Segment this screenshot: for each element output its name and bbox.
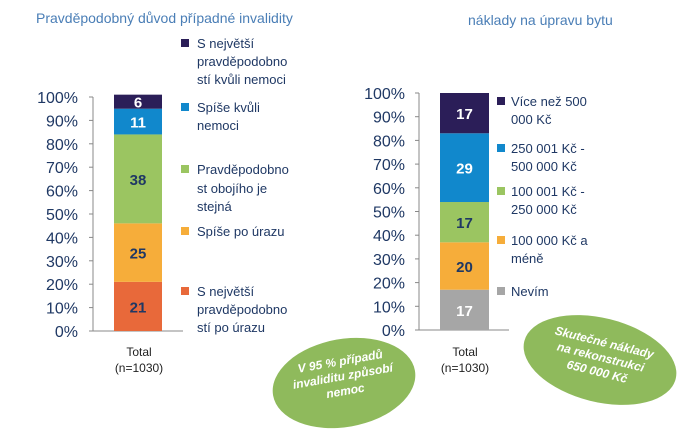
y-tick-label: 30%: [46, 254, 78, 271]
y-tick-label: 0%: [382, 323, 405, 340]
legend-swatch: [181, 165, 189, 173]
y-tick-label: 90%: [46, 113, 78, 130]
right-chart: 0% 10% 20% 30% 40% 50% 60% 70% 80% 90% 100% 17 Nevím…: [364, 86, 588, 375]
legend-label: nemoci: [197, 118, 239, 133]
bar-segment: [440, 93, 489, 134]
legend-label: stí po úrazu: [197, 320, 265, 335]
y-tick-label: 40%: [46, 230, 78, 247]
legend-label: S největší: [197, 284, 254, 299]
bar-segment: [114, 94, 162, 109]
legend-swatch: [181, 103, 189, 111]
legend-swatch: [497, 287, 505, 295]
legend-label: pravděpodobno: [197, 54, 287, 69]
bar-segment: [440, 202, 489, 243]
data-label: 17: [456, 215, 473, 232]
data-label: 11: [130, 115, 146, 132]
y-tick-label: 60%: [373, 181, 405, 198]
category-label: (n=1030): [441, 361, 489, 375]
legend-swatch: [497, 187, 505, 195]
y-tick-label: 20%: [373, 276, 405, 293]
y-tick-label: 70%: [46, 160, 78, 177]
legend-label: 100 001 Kč -: [511, 184, 585, 199]
legend-label: 500 000 Kč: [511, 159, 577, 174]
bubble-shape: [523, 315, 677, 405]
legend-label: st obojího je: [197, 181, 267, 196]
bar-segment: [114, 223, 162, 282]
left-chart: 0% 10% 20% 30% 40% 50% 60% 70% 80% 90% 100% 21 S nej…: [37, 36, 289, 375]
legend-label: Pravděpodobno: [197, 162, 289, 177]
legend-label: Spíše kvůli: [197, 100, 260, 115]
category-label: (n=1030): [115, 361, 163, 375]
bar-segment: [114, 108, 162, 135]
legend-label: méně: [511, 251, 544, 266]
legend-label: Nevím: [511, 284, 549, 299]
legend-label: 100 000 Kč a: [511, 233, 588, 248]
data-label: 20: [456, 259, 473, 276]
y-tick-label: 40%: [373, 228, 405, 245]
right-chart-title: náklady na úpravu bytu: [468, 12, 613, 28]
y-tick-label: 0%: [55, 324, 78, 341]
y-tick-label: 70%: [373, 157, 405, 174]
y-tick-label: 90%: [373, 110, 405, 127]
bar-segment: [440, 242, 489, 290]
y-tick-label: 10%: [46, 301, 78, 318]
bar-segment: [114, 281, 162, 331]
legend-swatch: [497, 236, 505, 244]
bubble-shape: [272, 337, 416, 429]
left-chart-title: Pravděpodobný důvod případné invalidity: [36, 10, 293, 26]
y-tick-label: 80%: [46, 137, 78, 154]
legend-label: Více než 500: [511, 94, 587, 109]
data-label: 25: [130, 246, 147, 263]
bubble-text: nemoc: [325, 381, 366, 402]
legend-swatch: [497, 144, 505, 152]
bar-segment: [114, 134, 162, 224]
category-label: Total: [126, 345, 151, 359]
y-tick-label: 20%: [46, 277, 78, 294]
legend-label: Spíše po úrazu: [197, 224, 284, 239]
y-tick-label: 80%: [373, 133, 405, 150]
y-tick-label: 100%: [364, 86, 405, 103]
legend-label: stejná: [197, 199, 232, 214]
data-label: 38: [130, 172, 147, 189]
legend-swatch: [181, 287, 189, 295]
legend-label: pravděpodobno: [197, 302, 287, 317]
data-label: 17: [456, 106, 473, 123]
data-label: 29: [456, 161, 473, 178]
category-label: Total: [452, 345, 477, 359]
data-label: 17: [456, 303, 473, 320]
legend-swatch: [497, 97, 505, 105]
y-tick-label: 50%: [46, 207, 78, 224]
legend-swatch: [181, 39, 189, 47]
legend-label: 250 000 Kč: [511, 202, 577, 217]
legend-label: 250 001 Kč -: [511, 141, 585, 156]
legend-label: stí kvůli nemoci: [197, 72, 286, 87]
bar-segment: [440, 133, 489, 203]
y-tick-label: 30%: [373, 252, 405, 269]
legend-swatch: [181, 227, 189, 235]
legend-label: S největší: [197, 36, 254, 51]
bar-segment: [440, 289, 489, 330]
data-label: 6: [134, 95, 142, 112]
y-tick-label: 10%: [373, 299, 405, 316]
y-tick-label: 60%: [46, 184, 78, 201]
data-label: 21: [130, 299, 147, 316]
y-tick-label: 100%: [37, 90, 78, 107]
legend-label: 000 Kč: [511, 112, 552, 127]
y-tick-label: 50%: [373, 205, 405, 222]
